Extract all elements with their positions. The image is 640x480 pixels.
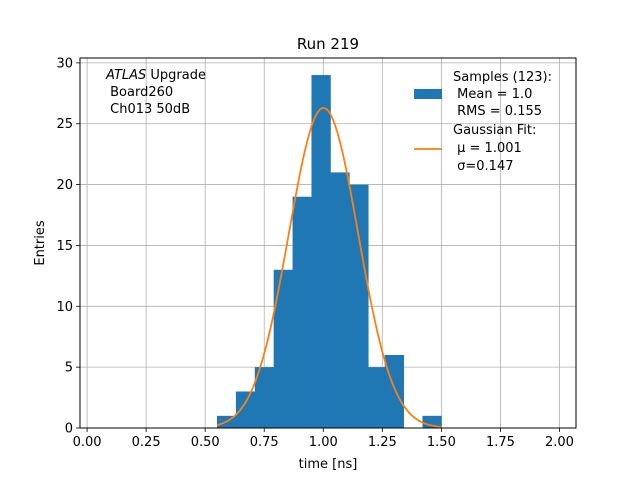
y-tick-label: 30 <box>56 56 73 71</box>
annotation-upgrade: Upgrade <box>146 68 206 83</box>
x-tick-label: 1.75 <box>486 435 515 450</box>
legend-samples-line-1: Samples (123): <box>453 70 552 85</box>
histogram-bar <box>254 367 275 428</box>
legend-fit-line-2: μ = 1.001 <box>453 141 522 156</box>
x-tick-label: 0.00 <box>73 435 102 450</box>
legend-samples-swatch <box>414 89 442 99</box>
histogram-bar <box>368 367 386 428</box>
x-tick-label: 1.00 <box>309 435 338 450</box>
chart-title: Run 219 <box>297 35 359 53</box>
legend-fit-line-1: Gaussian Fit: <box>453 123 536 138</box>
histogram-bar <box>330 172 350 428</box>
y-tick-label: 20 <box>56 178 73 193</box>
x-tick-label: 1.25 <box>368 435 397 450</box>
annotation-line-2: Board260 <box>106 85 173 100</box>
y-tick-label: 10 <box>56 300 73 315</box>
y-tick-label: 5 <box>65 361 73 376</box>
y-axis-ticks: 0 5 10 15 20 25 30 <box>56 56 80 437</box>
legend: Samples (123): Mean = 1.0 RMS = 0.155 Ga… <box>414 70 552 174</box>
gaussian-fit-curve <box>216 106 442 428</box>
x-tick-label: 1.50 <box>427 435 456 450</box>
x-tick-label: 2.00 <box>545 435 574 450</box>
annotation-line-1: ATLAS Upgrade <box>105 68 206 83</box>
annotation-atlas: ATLAS <box>105 68 146 83</box>
annotation-text: ATLAS Upgrade Board260 Ch013 50dB <box>105 68 206 117</box>
legend-fit-line-3: σ=0.147 <box>453 159 513 174</box>
histogram-bar <box>273 269 293 428</box>
histogram-bars <box>216 75 442 428</box>
histogram-bar <box>292 196 312 428</box>
x-axis-ticks: 0.00 0.25 0.50 0.75 1.00 1.25 1.50 1.75 2.00 <box>73 428 574 450</box>
histogram-bar <box>384 354 404 428</box>
x-tick-label: 0.50 <box>191 435 220 450</box>
y-tick-label: 25 <box>56 117 73 132</box>
annotation-line-3: Ch013 50dB <box>106 102 190 117</box>
x-tick-label: 0.25 <box>132 435 161 450</box>
y-axis-label: Entries <box>33 220 48 266</box>
plot-frame <box>79 57 577 429</box>
y-tick-label: 15 <box>56 239 73 254</box>
histogram-bar <box>235 391 256 428</box>
x-axis-label: time [ns] <box>299 457 358 472</box>
x-tick-label: 0.75 <box>250 435 279 450</box>
y-tick-label: 0 <box>65 422 73 437</box>
histogram-bar <box>349 184 369 428</box>
histogram-bar <box>311 75 331 428</box>
legend-samples-line-3: RMS = 0.155 <box>453 104 542 119</box>
legend-samples-line-2: Mean = 1.0 <box>453 87 532 102</box>
